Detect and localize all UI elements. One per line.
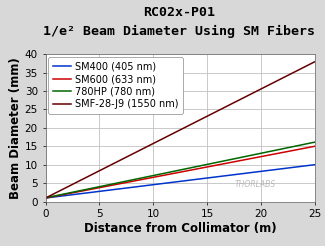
SM600 (633 nm): [44, 197, 47, 200]
SMF-28-J9 (1550 nm): [229, 103, 233, 106]
SMF-28-J9 (1550 nm): [313, 60, 317, 63]
780HP (780 nm): [71, 191, 75, 194]
780HP (780 nm): [259, 152, 263, 155]
780HP (780 nm): [44, 196, 47, 199]
Text: THORLABS: THORLABS: [234, 180, 276, 189]
Legend: SM400 (405 nm), SM600 (633 nm), 780HP (780 nm), SMF-28-J9 (1550 nm): SM400 (405 nm), SM600 (633 nm), 780HP (7…: [48, 57, 183, 114]
780HP (780 nm): [153, 174, 157, 177]
780HP (780 nm): [162, 172, 166, 175]
Text: RC02x-P01: RC02x-P01: [143, 6, 215, 19]
780HP (780 nm): [254, 153, 258, 156]
SM400 (405 nm): [153, 183, 157, 186]
SM600 (633 nm): [254, 156, 258, 159]
SM400 (405 nm): [313, 163, 317, 166]
SM400 (405 nm): [71, 193, 75, 196]
SM600 (633 nm): [162, 174, 166, 177]
Line: SM400 (405 nm): SM400 (405 nm): [46, 165, 315, 198]
SM400 (405 nm): [254, 170, 258, 173]
780HP (780 nm): [313, 140, 317, 143]
SMF-28-J9 (1550 nm): [71, 183, 75, 185]
X-axis label: Distance from Collimator (m): Distance from Collimator (m): [84, 222, 277, 235]
SM400 (405 nm): [229, 174, 233, 177]
SMF-28-J9 (1550 nm): [44, 197, 47, 200]
SM400 (405 nm): [162, 182, 166, 185]
SM600 (633 nm): [153, 176, 157, 179]
SM600 (633 nm): [313, 145, 317, 148]
Line: SM600 (633 nm): SM600 (633 nm): [46, 146, 315, 198]
SM400 (405 nm): [259, 170, 263, 173]
SM600 (633 nm): [259, 155, 263, 158]
SM400 (405 nm): [44, 197, 47, 200]
SMF-28-J9 (1550 nm): [254, 90, 258, 93]
Y-axis label: Beam Diameter (mm): Beam Diameter (mm): [9, 57, 22, 199]
SMF-28-J9 (1550 nm): [259, 88, 263, 91]
780HP (780 nm): [229, 158, 233, 161]
Text: 1/e² Beam Diameter Using SM Fibers: 1/e² Beam Diameter Using SM Fibers: [43, 25, 315, 38]
SMF-28-J9 (1550 nm): [153, 141, 157, 144]
Line: 780HP (780 nm): 780HP (780 nm): [46, 142, 315, 198]
SM600 (633 nm): [71, 191, 75, 194]
SM600 (633 nm): [229, 161, 233, 164]
Line: SMF-28-J9 (1550 nm): SMF-28-J9 (1550 nm): [46, 62, 315, 198]
SMF-28-J9 (1550 nm): [162, 137, 166, 139]
